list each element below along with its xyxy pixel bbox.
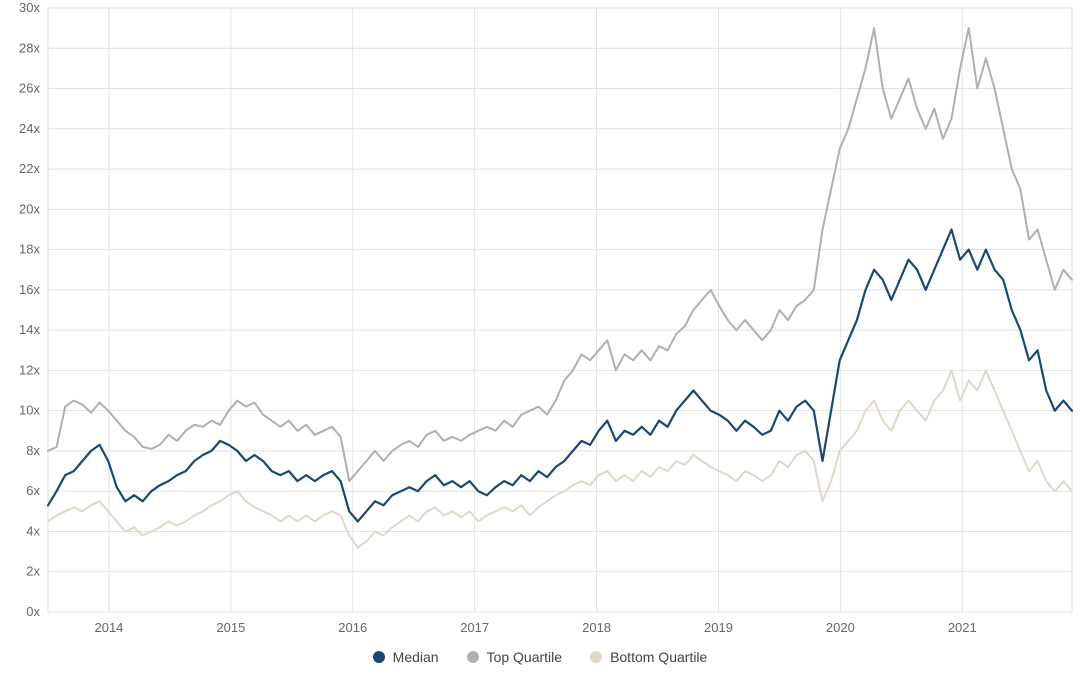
svg-text:2015: 2015: [216, 620, 245, 635]
svg-text:2016: 2016: [338, 620, 367, 635]
svg-text:30x: 30x: [19, 0, 40, 15]
svg-text:22x: 22x: [19, 161, 40, 176]
svg-text:6x: 6x: [26, 483, 40, 498]
legend-label-bottom-quartile: Bottom Quartile: [610, 649, 707, 665]
chart-legend: Median Top Quartile Bottom Quartile: [0, 640, 1080, 674]
svg-text:10x: 10x: [19, 403, 40, 418]
line-chart-svg: 0x 2x 4x 6x 8x 10x 12x 14x 16x 18x 20x 22x 24x 26x 28x…: [0, 0, 1080, 640]
svg-text:2019: 2019: [704, 620, 733, 635]
svg-text:2018: 2018: [582, 620, 611, 635]
legend-dot-bottom-quartile: [590, 651, 602, 663]
svg-text:8x: 8x: [26, 443, 40, 458]
legend-dot-median: [373, 651, 385, 663]
svg-text:16x: 16x: [19, 282, 40, 297]
svg-text:26x: 26x: [19, 81, 40, 96]
svg-text:4x: 4x: [26, 523, 40, 538]
svg-text:18x: 18x: [19, 242, 40, 257]
svg-text:2017: 2017: [460, 620, 489, 635]
legend-dot-top-quartile: [467, 651, 479, 663]
svg-text:0x: 0x: [26, 604, 40, 619]
legend-item-median: Median: [373, 649, 439, 665]
svg-text:2014: 2014: [94, 620, 123, 635]
svg-text:14x: 14x: [19, 322, 40, 337]
legend-item-bottom-quartile: Bottom Quartile: [590, 649, 707, 665]
svg-text:12x: 12x: [19, 362, 40, 377]
svg-text:2020: 2020: [826, 620, 855, 635]
svg-text:28x: 28x: [19, 40, 40, 55]
svg-text:24x: 24x: [19, 121, 40, 136]
svg-text:20x: 20x: [19, 201, 40, 216]
legend-label-median: Median: [393, 649, 439, 665]
legend-label-top-quartile: Top Quartile: [487, 649, 562, 665]
svg-text:2021: 2021: [948, 620, 977, 635]
legend-item-top-quartile: Top Quartile: [467, 649, 562, 665]
chart-container: 0x 2x 4x 6x 8x 10x 12x 14x 16x 18x 20x 22x 24x 26x 28x…: [0, 0, 1080, 674]
svg-text:2x: 2x: [26, 564, 40, 579]
